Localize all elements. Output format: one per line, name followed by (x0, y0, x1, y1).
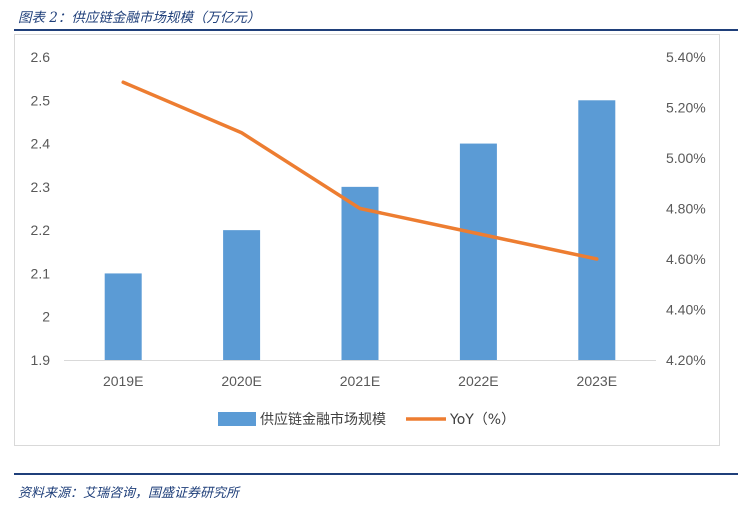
x-tick-label: 2023E (577, 373, 617, 389)
caption-rule (14, 29, 738, 31)
source-rule (14, 473, 738, 475)
y-left-tick-label: 2.6 (31, 49, 51, 65)
y-right-tick-label: 5.40% (666, 49, 706, 65)
y-left-tick-label: 2.5 (31, 92, 51, 108)
x-tick-label: 2021E (340, 373, 380, 389)
x-tick-label: 2020E (221, 373, 261, 389)
legend-label-bar: 供应链金融市场规模 (260, 411, 386, 428)
y-left-tick-label: 2.3 (31, 179, 51, 195)
y-right-tick-label: 4.60% (666, 251, 706, 267)
y-left-tick-label: 2.2 (31, 222, 51, 238)
source-note: 资料来源：艾瑞咨询，国盛证券研究所 (18, 486, 240, 501)
x-tick-label: 2019E (103, 373, 143, 389)
y-right-tick-label: 5.00% (666, 150, 706, 166)
y-left-tick-label: 1.9 (31, 352, 51, 368)
y-right-tick-label: 4.80% (666, 201, 706, 217)
y-left-tick-label: 2 (42, 309, 50, 325)
figure-caption: 图表 2：供应链金融市场规模（万亿元） (18, 10, 261, 26)
legend-label-line: YoY（%） (449, 412, 515, 428)
bar (223, 230, 261, 360)
y-right-tick-label: 4.20% (666, 352, 706, 368)
y-right-tick-label: 4.40% (666, 302, 706, 318)
bar (459, 143, 497, 360)
bar (104, 273, 142, 360)
y-left-tick-label: 2.4 (31, 136, 51, 152)
y-right-tick-label: 5.20% (666, 100, 706, 116)
bar (341, 186, 379, 360)
bar (578, 100, 616, 361)
legend-swatch-bar (218, 412, 256, 426)
x-tick-label: 2022E (458, 373, 498, 389)
y-left-tick-label: 2.1 (31, 265, 51, 281)
